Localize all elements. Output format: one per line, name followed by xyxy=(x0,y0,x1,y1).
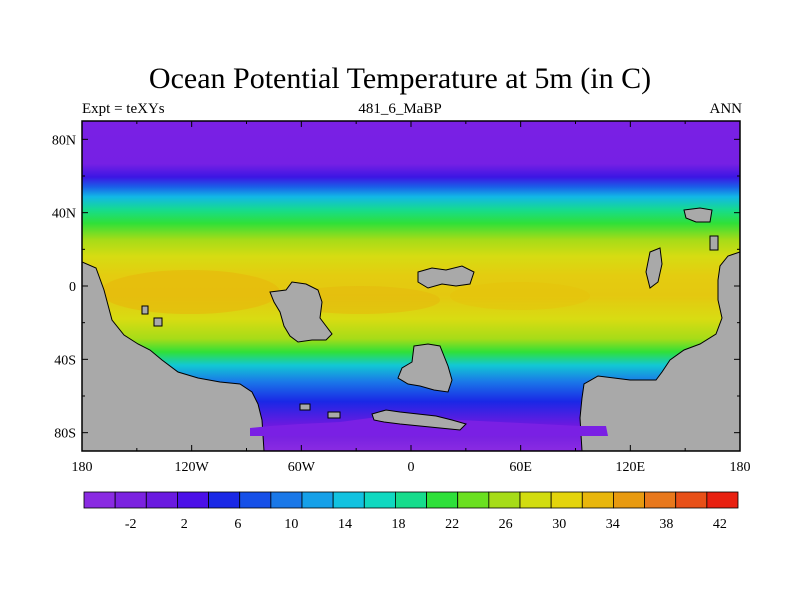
warm-pool-west xyxy=(100,270,280,314)
colorbar-swatch xyxy=(270,491,303,509)
case-label: 481_6_MaBP xyxy=(358,101,442,117)
colorbar-swatch xyxy=(363,491,396,509)
season-label: ANN xyxy=(709,101,743,117)
colorbar-swatch xyxy=(550,491,583,509)
colorbar-swatch xyxy=(395,491,427,509)
land-southern-islet-1 xyxy=(299,403,311,411)
colorbar-label: 22 xyxy=(445,517,459,532)
land-west-island-2 xyxy=(153,317,163,327)
lon-tick-label: 120E xyxy=(616,460,646,475)
land-east-continent xyxy=(579,251,740,451)
lon-tick-label: 60W xyxy=(288,460,316,475)
land-north-island xyxy=(417,265,475,289)
lat-tick-label: 80N xyxy=(52,133,76,148)
colorbar-swatch xyxy=(208,491,241,509)
colorbar-swatch xyxy=(457,491,490,509)
colorbar-label: 2 xyxy=(181,517,188,532)
land-west-continent xyxy=(82,261,265,451)
lon-tick-label: 180 xyxy=(72,460,93,475)
colorbar-label: 10 xyxy=(284,517,298,532)
colorbar-label: 14 xyxy=(338,517,352,532)
colorbar-label: 6 xyxy=(234,517,241,532)
land-east-island-2 xyxy=(709,235,719,251)
colorbar-swatch xyxy=(301,491,334,509)
colorbar-swatch xyxy=(177,491,209,509)
colorbar-swatch xyxy=(426,491,459,509)
colorbar-swatch xyxy=(114,491,147,509)
experiment-label: Expt = teXYs xyxy=(82,101,165,117)
colorbar-label: 42 xyxy=(713,517,727,532)
colorbar-swatch xyxy=(519,491,552,509)
colorbar-label: 26 xyxy=(499,517,513,532)
colorbar-swatch xyxy=(675,491,708,509)
lon-tick-label: 0 xyxy=(408,460,415,475)
warm-pool-east xyxy=(450,282,590,310)
colorbar-swatch xyxy=(613,491,645,509)
land-southern-ridge xyxy=(371,409,467,431)
colorbar-swatch xyxy=(83,491,116,509)
land-central-continent xyxy=(269,281,333,343)
land-south-island xyxy=(397,343,453,393)
colorbar-swatch xyxy=(145,491,178,509)
colorbar-label: 34 xyxy=(606,517,620,532)
colorbar-label: 38 xyxy=(659,517,673,532)
colorbar-swatch xyxy=(488,491,521,509)
colorbar-swatch xyxy=(332,491,365,509)
land-east-island-3 xyxy=(683,207,713,223)
land-east-island-1 xyxy=(645,247,663,289)
colorbar-label: 18 xyxy=(392,517,406,532)
axis-ticks xyxy=(81,121,741,451)
colorbar xyxy=(83,491,739,509)
colorbar-labels: -2 2 6 10 14 18 22 26 30 34 38 42 xyxy=(125,517,727,532)
lat-tick-label: 0 xyxy=(69,280,76,295)
colorbar-swatch xyxy=(581,491,614,509)
longitude-labels: 180 120W 60W 0 60E 120E 180 xyxy=(72,460,751,475)
colorbar-label: -2 xyxy=(125,517,137,532)
colorbar-swatch xyxy=(644,491,677,509)
colorbar-swatch xyxy=(706,491,739,509)
lon-tick-label: 180 xyxy=(730,460,751,475)
lat-tick-label: 80S xyxy=(54,427,76,442)
lon-tick-label: 60E xyxy=(509,460,532,475)
map-title: Ocean Potential Temperature at 5m (in C) xyxy=(148,62,652,95)
land-southern-islet-2 xyxy=(327,411,341,419)
lon-tick-label: 120W xyxy=(175,460,210,475)
latitude-labels: 80N 40N 0 40S 80S xyxy=(52,133,76,441)
lat-tick-label: 40S xyxy=(54,353,76,368)
land-west-island-1 xyxy=(141,305,149,315)
colorbar-swatch xyxy=(239,491,272,509)
colorbar-label: 30 xyxy=(552,517,566,532)
land-masses xyxy=(82,207,740,451)
lat-tick-label: 40N xyxy=(52,207,76,222)
